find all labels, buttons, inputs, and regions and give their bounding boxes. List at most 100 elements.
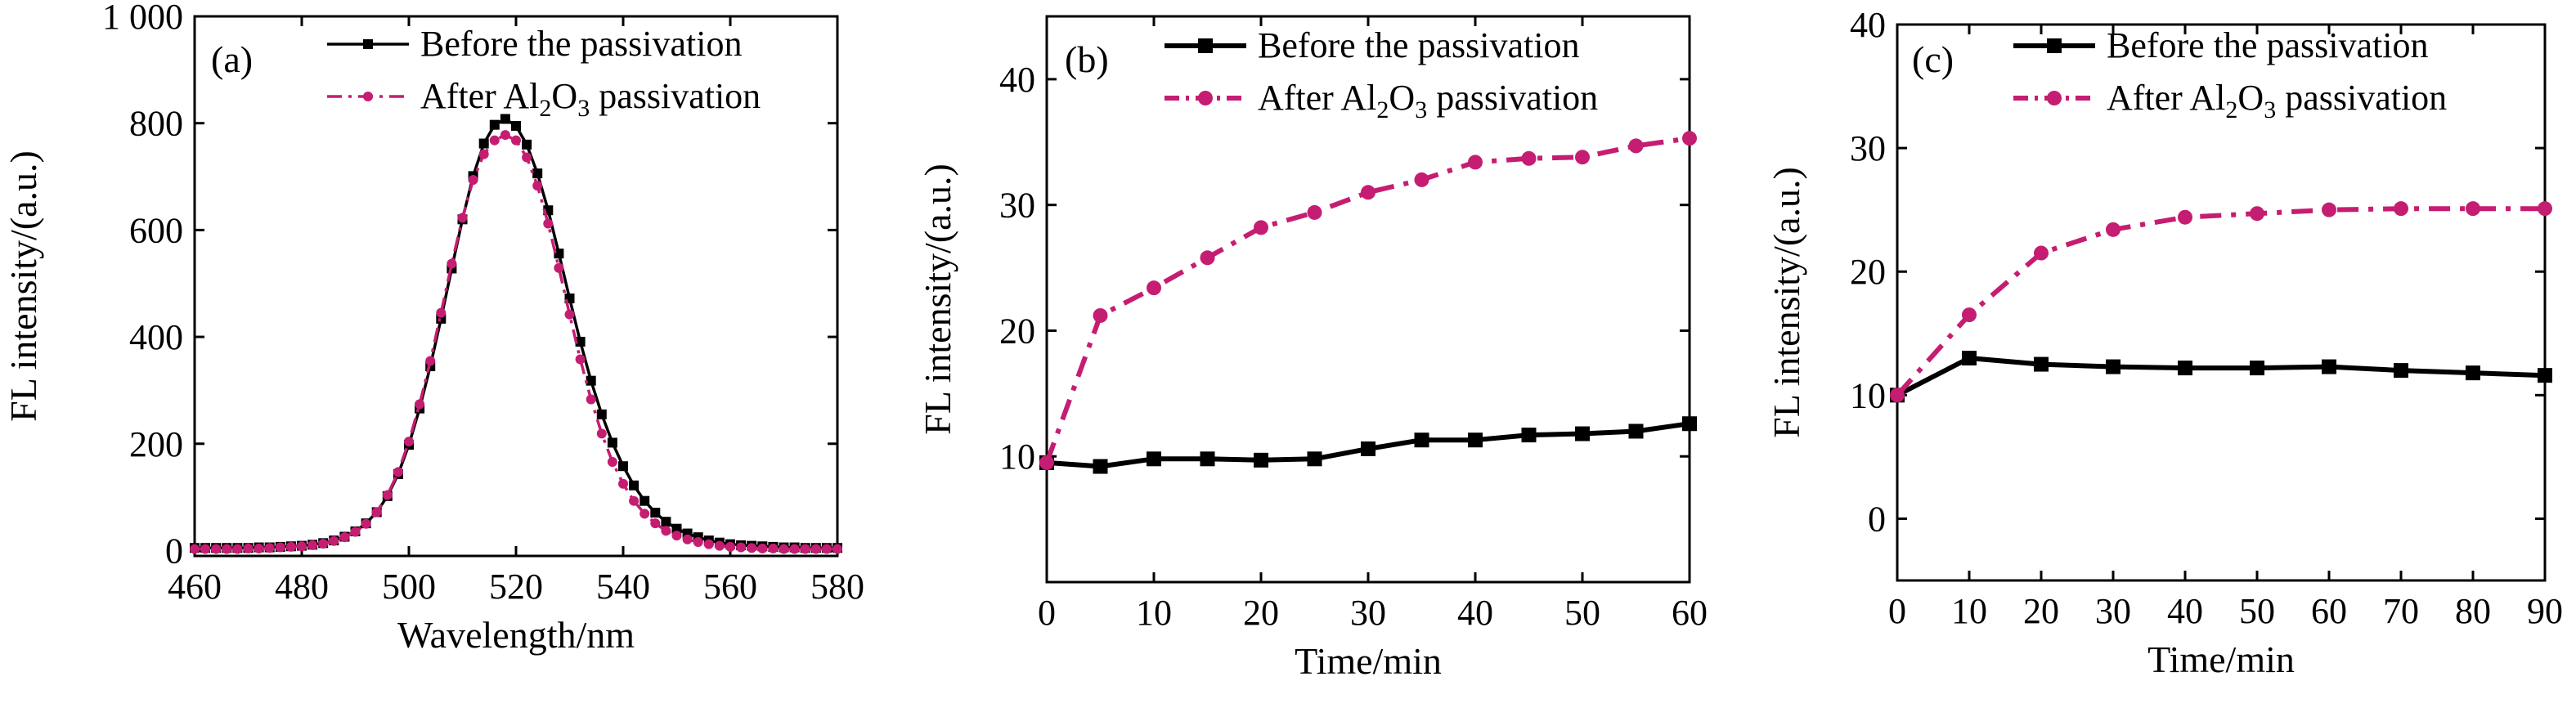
x-tick-label: 480 [275,567,329,607]
data-point [2178,209,2192,225]
data-point [1575,150,1590,165]
data-point [1628,423,1644,439]
series-after [1039,131,1697,470]
data-point [393,467,403,477]
legend-label-part: Before the passivation [2107,25,2428,65]
data-point [468,174,478,185]
data-point [211,544,222,554]
data-point [1575,426,1590,441]
x-tick-label: 70 [2383,591,2419,631]
data-point [1962,351,1977,365]
data-point [500,114,510,124]
data-point [2106,222,2120,237]
data-point [329,535,339,546]
legend-marker [2047,91,2062,105]
data-point [264,543,275,553]
y-tick-label: 400 [129,317,183,357]
y-tick-label: 10 [999,437,1035,477]
data-point [200,544,211,554]
data-point [307,540,318,550]
legend-marker [363,39,373,49]
data-point [361,518,371,529]
x-tick-label: 40 [2167,591,2203,631]
data-point [1200,451,1215,467]
data-point [522,152,532,163]
data-point [190,544,200,554]
data-point [693,537,703,548]
legend-marker [363,92,373,101]
x-tick-label: 50 [1564,593,1600,633]
data-point [629,495,640,506]
data-point [275,542,285,553]
x-axis-title: Wavelength/nm [397,614,635,656]
data-point [629,480,640,491]
data-point [415,399,425,410]
legend-label-part: 3 [1415,96,1427,123]
data-point [650,518,661,529]
x-tick-label: 30 [1350,593,1386,633]
x-tick-label: 20 [1243,593,1279,633]
data-point [1521,428,1537,443]
y-tick-label: 200 [129,424,183,464]
x-tick-label: 10 [1136,593,1172,633]
data-point [821,544,832,554]
data-point [339,532,350,543]
panel-1: 0 10 20 30 40 50 60 10 20 30 40 Time/min FL intensit… [917,15,1708,682]
panel-label: (a) [211,38,253,80]
legend-entry-before: Before the passivation [2013,25,2428,65]
data-point [1093,459,1108,474]
x-tick-label: 60 [2311,591,2347,631]
data-point [1254,220,1268,235]
series-after [1890,201,2552,403]
data-point [2538,368,2552,383]
data-point [1307,451,1322,467]
legend-marker [2047,38,2062,53]
data-point [543,218,554,229]
legend-label: Before the passivation [1258,25,1579,65]
x-tick-label: 60 [1672,593,1708,633]
y-tick-label: 40 [999,60,1035,100]
data-point [2466,201,2480,217]
series-line [195,117,837,549]
series-after [190,130,842,554]
legend-entry-after: After Al2O3 passivation [2013,78,2447,123]
y-tick-label: 20 [1850,252,1886,292]
series-before [190,114,842,553]
y-axis-title: FL intensity/(a.u.) [917,164,958,435]
data-point [832,544,842,554]
data-point [1200,250,1215,266]
data-point [1628,138,1644,154]
x-tick-label: 30 [2095,591,2131,631]
legend-label-part: 3 [2264,96,2276,123]
data-point [618,478,628,489]
data-point [575,336,586,347]
data-point [1468,155,1483,170]
data-point [1414,432,1429,448]
data-point [1039,455,1054,470]
data-point [532,181,543,191]
data-point [1093,307,1108,323]
y-tick-label: 10 [1850,375,1886,415]
data-point [640,495,650,506]
data-point [564,309,575,320]
y-tick-label: 1 000 [102,0,183,37]
series-before [1890,351,2552,403]
data-point [618,461,628,472]
data-point [757,543,768,553]
y-tick-label: 20 [999,311,1035,351]
y-tick-label: 0 [1868,499,1886,539]
panel-label: (c) [1912,38,1954,80]
data-point [522,139,532,150]
legend-label-part: After Al [1258,78,1376,118]
data-point [489,135,500,146]
legend-label-part: 2 [1376,96,1389,123]
data-point [285,541,296,552]
data-point [2034,356,2049,372]
data-point [607,456,617,467]
data-point [2250,361,2264,376]
data-point [457,213,468,223]
data-point [1682,131,1697,146]
data-point [736,542,747,553]
data-point [1468,432,1483,448]
data-point [222,544,232,554]
